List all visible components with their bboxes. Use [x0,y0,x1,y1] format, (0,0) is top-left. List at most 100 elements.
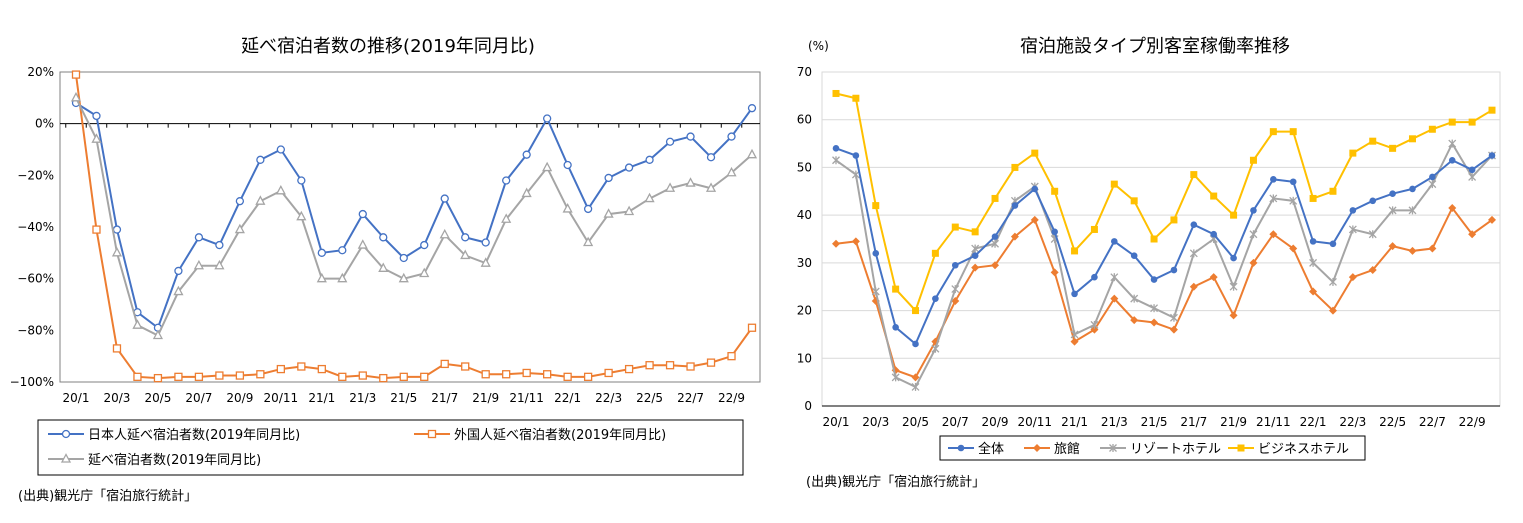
data-point [726,166,737,177]
data-point [1189,282,1198,291]
data-point [1329,187,1337,195]
data-point [991,233,999,240]
data-point [1448,139,1457,148]
data-point [603,208,614,218]
data-point [747,104,757,113]
data-point [1110,180,1118,188]
x-tick-label: 22/1 [1300,415,1327,429]
data-point [1309,194,1317,202]
y-unit-label: (%) [808,39,829,53]
data-point [1428,244,1437,253]
data-point [194,233,204,242]
data-point [71,70,81,79]
data-point [112,225,122,234]
data-point [951,261,959,269]
data-point [1010,232,1019,241]
data-point [1170,266,1178,274]
legend-marker [60,453,72,463]
x-tick-label: 20/7 [185,391,212,405]
x-tick-label: 22/1 [554,391,581,405]
right-chart: 宿泊施設タイプ別客室稼働率推移 (%) 0 10 20 30 40 50 60 70 20/1 20/… [797,36,1501,490]
data-point [215,371,224,380]
x-tick-label: 22/7 [1419,415,1446,429]
data-point [686,132,695,141]
data-point [706,153,716,162]
data-point [583,372,593,381]
data-point [1409,185,1416,193]
data-point [1130,294,1139,303]
data-point [1388,242,1397,251]
data-point [70,91,82,102]
x-tick-label: 21/7 [1180,415,1207,429]
plot-area-border [821,71,1501,407]
data-point [521,187,532,198]
data-point [1368,230,1377,239]
data-point [1091,273,1098,281]
data-point [1328,306,1337,315]
x-tick-label: 22/7 [677,391,704,405]
data-point [971,252,979,259]
data-point [1090,320,1099,329]
data-point [851,170,860,179]
x-tick-label: 21/11 [1256,415,1291,429]
x-tick-label: 21/3 [1101,415,1128,429]
data-point [1369,197,1377,205]
data-point [563,160,572,170]
data-point [1448,156,1456,164]
data-point [358,371,367,380]
data-point [1209,273,1218,282]
legend-label: 外国人延べ宿泊者数(2019年同月比) [454,427,666,443]
y-tick-label: 20 [797,304,812,318]
data-point [991,194,999,202]
data-point [522,150,531,159]
data-point [991,261,1000,270]
data-point [1170,216,1178,224]
data-point [173,285,184,296]
data-point [1468,172,1477,181]
data-point [685,177,696,187]
data-point [542,161,553,172]
data-point [1150,304,1159,313]
data-point [358,209,367,219]
data-point [645,155,654,164]
data-point [1269,230,1278,239]
data-point [379,373,388,383]
series-line [75,74,753,380]
data-point [440,194,449,203]
data-point [1468,118,1476,126]
data-point [1051,228,1058,236]
data-point [872,250,880,257]
data-point [1289,178,1297,186]
x-tick-label: 20/3 [103,391,130,405]
data-point [1488,152,1496,159]
data-point [1229,311,1238,320]
data-point [1190,221,1198,228]
data-point [871,287,880,296]
x-tick-label: 21/11 [509,391,544,405]
data-point [502,370,511,379]
data-point [316,272,327,283]
data-point [420,240,429,250]
data-point [1090,225,1098,233]
y-tick-label: 0% [35,117,54,131]
data-point [1348,225,1357,234]
data-point [297,176,306,185]
legend-marker [957,444,965,452]
legend-box [37,419,744,476]
data-point [1070,330,1079,339]
data-point [583,204,593,214]
data-point [892,285,900,293]
data-point [1150,235,1158,243]
y-tick-label: −20% [17,168,54,182]
x-tick-label: 21/9 [472,391,499,405]
data-point [1329,277,1337,286]
data-point [1230,211,1238,219]
data-point [932,295,939,302]
data-point [872,202,880,210]
data-point [832,89,840,97]
data-point [1050,268,1059,277]
x-tick-label: 22/9 [1459,415,1486,429]
legend-box [939,435,1366,461]
source-note: (出典)観光庁「宿泊旅行統計」 [18,488,197,504]
data-point [1448,203,1457,212]
